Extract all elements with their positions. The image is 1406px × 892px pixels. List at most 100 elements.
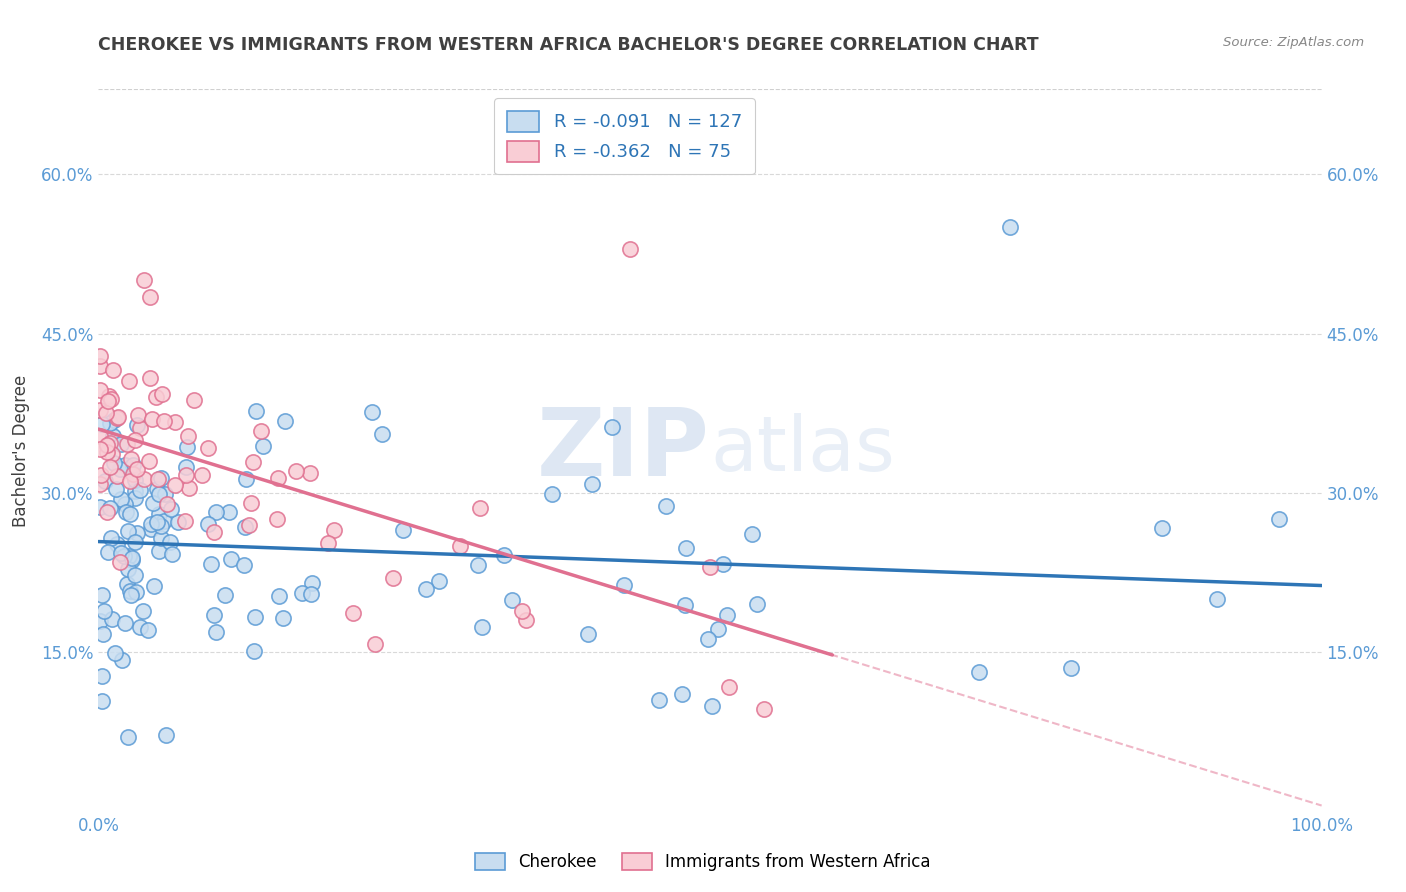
Point — [619, 242, 641, 256]
Point — [91, 694, 114, 708]
Point — [125, 526, 148, 541]
Point — [162, 548, 184, 562]
Point — [139, 517, 162, 532]
Point — [114, 458, 136, 472]
Point — [138, 454, 160, 468]
Text: CHEROKEE VS IMMIGRANTS FROM WESTERN AFRICA BACHELOR'S DEGREE CORRELATION CHART: CHEROKEE VS IMMIGRANTS FROM WESTERN AFRI… — [98, 36, 1039, 54]
Point — [125, 462, 148, 476]
Point — [127, 408, 149, 422]
Point — [141, 411, 163, 425]
Point — [149, 531, 172, 545]
Point — [197, 441, 219, 455]
Point — [94, 475, 117, 489]
Point — [91, 417, 114, 431]
Point — [174, 459, 197, 474]
Text: atlas: atlas — [710, 414, 894, 487]
Point — [316, 535, 339, 549]
Point — [90, 669, 112, 683]
Point — [89, 429, 111, 443]
Point — [167, 516, 190, 530]
Point — [105, 410, 128, 425]
Point — [120, 584, 142, 599]
Point — [173, 514, 195, 528]
Point — [576, 627, 599, 641]
Point — [118, 474, 141, 488]
Point — [117, 562, 139, 576]
Point — [124, 491, 146, 506]
Point — [323, 523, 346, 537]
Point — [103, 456, 125, 470]
Point — [155, 728, 177, 742]
Point — [190, 467, 212, 482]
Point — [243, 644, 266, 658]
Point — [115, 577, 138, 591]
Point — [98, 389, 121, 403]
Point — [101, 447, 124, 461]
Legend: Cherokee, Immigrants from Western Africa: Cherokee, Immigrants from Western Africa — [467, 845, 939, 880]
Point — [89, 383, 111, 397]
Point — [91, 588, 114, 602]
Text: Source: ZipAtlas.com: Source: ZipAtlas.com — [1223, 36, 1364, 49]
Point — [252, 438, 274, 452]
Point — [153, 414, 176, 428]
Point — [89, 349, 111, 363]
Point — [138, 371, 160, 385]
Point — [741, 526, 763, 541]
Point — [97, 545, 120, 559]
Point — [202, 524, 225, 539]
Point — [121, 551, 143, 566]
Point — [449, 539, 471, 553]
Point — [205, 506, 228, 520]
Point — [145, 390, 167, 404]
Point — [156, 497, 179, 511]
Point — [717, 680, 740, 694]
Point — [510, 604, 533, 618]
Point — [124, 568, 146, 582]
Point — [699, 560, 721, 574]
Point — [107, 410, 129, 425]
Point — [98, 435, 121, 450]
Point — [214, 588, 236, 602]
Point — [235, 472, 257, 486]
Point — [89, 615, 111, 629]
Point — [129, 620, 152, 634]
Point — [122, 467, 145, 482]
Point — [671, 687, 693, 701]
Point — [415, 582, 437, 596]
Point — [177, 429, 200, 443]
Point — [274, 414, 297, 428]
Point — [238, 518, 260, 533]
Point — [108, 462, 131, 476]
Point — [967, 665, 990, 680]
Point — [114, 505, 136, 519]
Point — [298, 467, 321, 481]
Legend: R = -0.091   N = 127, R = -0.362   N = 75: R = -0.091 N = 127, R = -0.362 N = 75 — [494, 98, 755, 174]
Point — [301, 576, 323, 591]
Point — [139, 522, 162, 536]
Point — [371, 426, 394, 441]
Point — [141, 496, 163, 510]
Point — [267, 589, 290, 603]
Point — [97, 394, 120, 409]
Point — [1060, 661, 1083, 675]
Point — [266, 512, 288, 526]
Point — [250, 424, 273, 438]
Point — [152, 514, 174, 528]
Point — [470, 500, 492, 515]
Point — [648, 693, 671, 707]
Point — [100, 392, 122, 407]
Point — [183, 392, 205, 407]
Point — [159, 535, 181, 549]
Point — [233, 520, 256, 534]
Point — [105, 537, 128, 551]
Point — [127, 418, 149, 433]
Point — [149, 519, 172, 533]
Point — [98, 501, 121, 516]
Point — [124, 433, 146, 447]
Point — [1268, 512, 1291, 526]
Point — [100, 460, 122, 475]
Point — [501, 592, 523, 607]
Point — [98, 416, 121, 430]
Point — [139, 290, 162, 304]
Point — [124, 483, 146, 498]
